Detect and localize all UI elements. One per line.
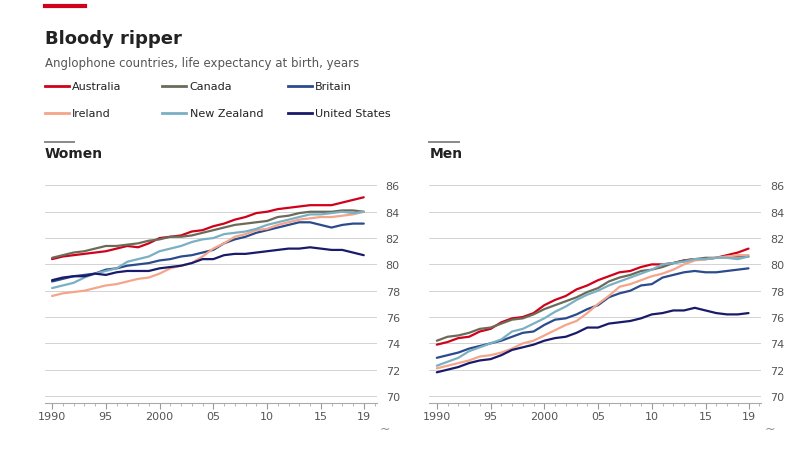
Text: United States: United States	[315, 109, 390, 119]
Text: Bloody ripper: Bloody ripper	[45, 30, 181, 47]
Text: Canada: Canada	[190, 81, 232, 91]
Text: Anglophone countries, life expectancy at birth, years: Anglophone countries, life expectancy at…	[45, 57, 359, 70]
Text: ~: ~	[380, 422, 390, 435]
Text: Women: Women	[45, 147, 103, 160]
Text: ~: ~	[765, 422, 775, 435]
Text: Britain: Britain	[315, 81, 352, 91]
Text: New Zealand: New Zealand	[190, 109, 263, 119]
Text: Ireland: Ireland	[72, 109, 111, 119]
Text: Men: Men	[429, 147, 463, 160]
Text: Australia: Australia	[72, 81, 122, 91]
